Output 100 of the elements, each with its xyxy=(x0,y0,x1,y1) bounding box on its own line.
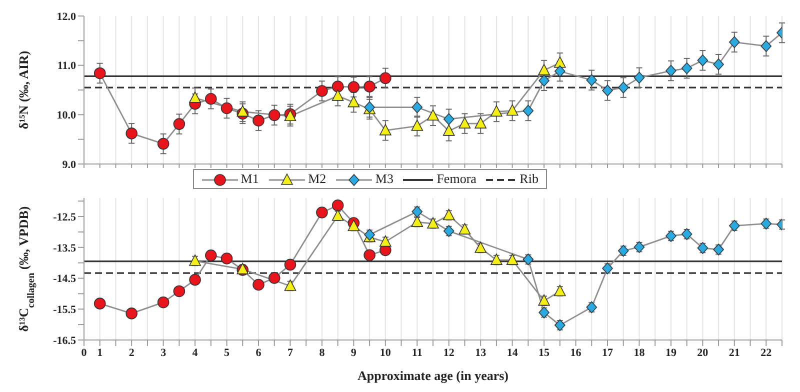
point xyxy=(490,105,502,117)
x-tick-label: 18 xyxy=(634,346,646,359)
point xyxy=(189,274,201,286)
y-tick-label: -16.5 xyxy=(53,334,76,347)
point xyxy=(348,220,360,231)
point xyxy=(427,109,439,121)
y-tick-label: -14.5 xyxy=(53,273,76,286)
x-tick-label: 6 xyxy=(256,346,262,359)
point xyxy=(284,258,296,271)
point xyxy=(412,101,423,114)
point xyxy=(681,62,692,74)
x-tick-label: 4 xyxy=(192,346,198,359)
x-tick-label: 13 xyxy=(475,346,487,359)
x-tick-label: 10 xyxy=(380,346,392,359)
point xyxy=(252,278,264,291)
point xyxy=(506,254,518,265)
point xyxy=(666,64,676,77)
point xyxy=(522,104,534,117)
y-tick-label: 9.0 xyxy=(62,158,76,171)
legend-label: M1 xyxy=(240,170,259,187)
legend-label: M3 xyxy=(374,170,394,187)
x-tick-label: 8 xyxy=(319,346,326,359)
point xyxy=(458,117,471,128)
point xyxy=(252,114,264,126)
point xyxy=(220,102,233,114)
y-tick-label: 11.0 xyxy=(57,60,76,72)
legend-label: M2 xyxy=(307,170,326,187)
point xyxy=(474,117,486,128)
x-tick-label: 21 xyxy=(728,346,740,359)
point xyxy=(348,96,360,108)
point xyxy=(411,120,424,131)
point xyxy=(284,280,296,291)
x-axis-title: Approximate age (in years) xyxy=(357,368,509,383)
x-tick-label: 19 xyxy=(665,346,677,359)
x-tick-label: 1 xyxy=(97,346,103,359)
x-tick-label: 7 xyxy=(287,346,294,359)
point xyxy=(490,254,502,265)
point xyxy=(554,284,566,296)
point xyxy=(236,105,249,117)
x-tick-label: 5 xyxy=(224,346,230,359)
point xyxy=(634,72,645,84)
point xyxy=(458,223,471,234)
point xyxy=(157,296,170,308)
point xyxy=(427,217,439,229)
point xyxy=(189,254,201,266)
point xyxy=(443,113,454,126)
point xyxy=(538,74,550,87)
x-tick-label: 12 xyxy=(443,346,455,359)
y-tick-label: -15.5 xyxy=(53,304,76,316)
point xyxy=(205,250,217,262)
x-tick-label: 20 xyxy=(697,346,709,359)
point xyxy=(760,40,772,52)
y-tick-label: 10.0 xyxy=(56,110,76,122)
point xyxy=(713,58,724,70)
x-tick-label: 9 xyxy=(350,346,357,359)
legend-label: Femora xyxy=(436,170,476,187)
x-tick-label: 0 xyxy=(81,346,88,359)
point xyxy=(268,109,280,122)
point xyxy=(442,208,455,220)
point xyxy=(380,72,392,84)
point xyxy=(364,80,376,92)
point xyxy=(332,210,344,221)
point xyxy=(94,298,106,310)
x-tick-label: 2 xyxy=(128,346,135,359)
point xyxy=(554,65,566,78)
x-tick-label: 22 xyxy=(760,346,772,359)
point xyxy=(332,200,344,212)
point xyxy=(602,84,613,96)
x-tick-label: 16 xyxy=(570,346,582,359)
point xyxy=(94,67,106,80)
point xyxy=(442,124,455,136)
point xyxy=(126,128,138,140)
x-tick-label: 11 xyxy=(412,346,422,359)
y-tick-label: -12.5 xyxy=(53,211,76,224)
y-axis-title: δ¹⁵N (‰, AIR) xyxy=(16,50,31,130)
point xyxy=(411,216,424,227)
point xyxy=(268,272,280,284)
point xyxy=(506,104,518,116)
point xyxy=(364,249,376,262)
point xyxy=(697,54,708,66)
point xyxy=(618,82,629,94)
point xyxy=(586,74,598,86)
x-tick-label: 17 xyxy=(602,346,614,359)
point xyxy=(205,92,217,105)
point xyxy=(538,64,550,76)
point xyxy=(380,124,392,136)
point xyxy=(173,118,186,130)
y-tick-label: 12.0 xyxy=(56,10,76,23)
x-tick-label: 3 xyxy=(160,346,167,359)
point xyxy=(380,235,392,247)
x-tick-label: 14 xyxy=(506,346,518,359)
point xyxy=(173,285,186,298)
point xyxy=(729,36,740,48)
legend-label: Rib xyxy=(518,170,538,187)
point xyxy=(348,81,360,93)
point xyxy=(316,85,328,97)
x-tick-label: 15 xyxy=(538,346,550,359)
point xyxy=(220,252,233,264)
point xyxy=(157,138,170,150)
y-tick-label: -13.5 xyxy=(53,242,76,254)
